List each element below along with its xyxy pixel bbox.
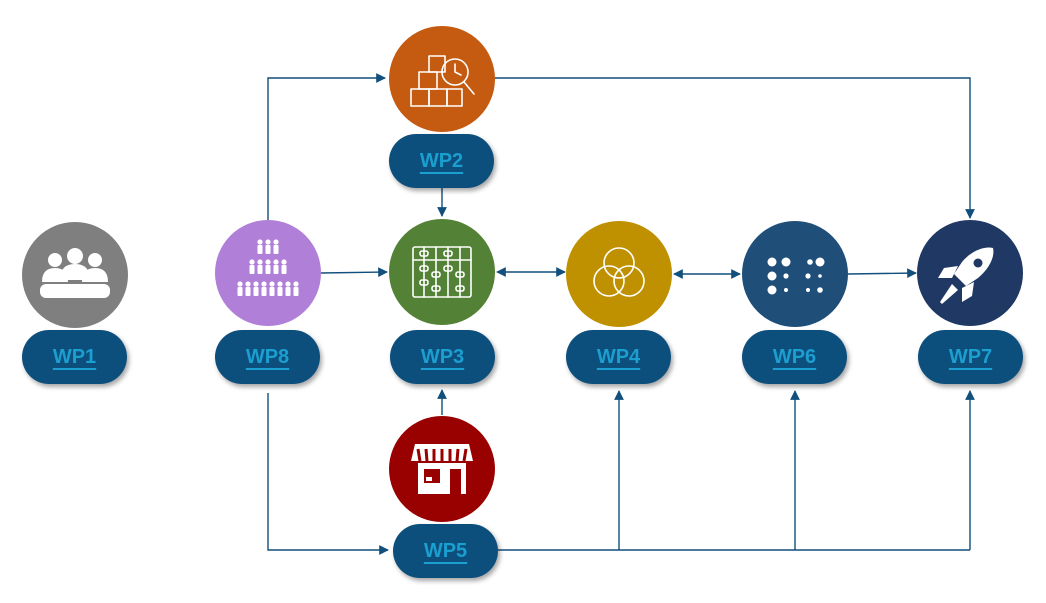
connector-wp8-to-wp5 bbox=[267, 393, 389, 555]
wp4-label[interactable]: WP4 bbox=[597, 346, 641, 368]
wp2-label-pill[interactable]: WP2 bbox=[389, 134, 494, 188]
wp7-label-pill[interactable]: WP7 bbox=[918, 330, 1023, 384]
people-pyramid-icon bbox=[237, 239, 299, 296]
abacus-icon bbox=[412, 246, 472, 298]
wp4-label-pill[interactable]: WP4 bbox=[566, 330, 671, 384]
wp3-pill-bg bbox=[390, 330, 495, 384]
wp1-node bbox=[22, 222, 128, 328]
wp6-label[interactable]: WP6 bbox=[773, 346, 816, 368]
wp8-node bbox=[215, 220, 321, 326]
wp7-label[interactable]: WP7 bbox=[949, 346, 992, 368]
storefront-icon bbox=[411, 444, 473, 494]
wp1-label[interactable]: WP1 bbox=[53, 346, 96, 368]
wp3-node bbox=[389, 219, 495, 325]
wp5-pill-bg bbox=[393, 524, 498, 578]
connector-wp2-to-wp7 bbox=[492, 77, 975, 219]
wp5-node bbox=[389, 416, 495, 522]
dot-grid-icon bbox=[767, 257, 825, 295]
wp6-label-pill[interactable]: WP6 bbox=[742, 330, 847, 384]
venn-circles-icon bbox=[593, 247, 645, 297]
wp5-label-pill[interactable]: WP5 bbox=[393, 524, 498, 578]
wp1-label-pill[interactable]: WP1 bbox=[22, 330, 127, 384]
wp2-label[interactable]: WP2 bbox=[420, 150, 463, 172]
connector-wp8-to-wp2 bbox=[267, 73, 386, 222]
rocket-icon bbox=[938, 247, 994, 304]
wp2-circle bbox=[389, 26, 495, 132]
connector-wp8-to-wp3 bbox=[320, 267, 388, 278]
wp8-label[interactable]: WP8 bbox=[246, 346, 289, 368]
wp2-pill-bg bbox=[389, 134, 494, 188]
boxes-clock-search-icon bbox=[410, 55, 475, 107]
wp4-pill-bg bbox=[566, 330, 671, 384]
wp3-circle bbox=[389, 219, 495, 325]
group-meeting-icon bbox=[40, 248, 110, 298]
wp6-circle bbox=[742, 221, 848, 327]
connectors bbox=[267, 73, 975, 555]
wp3-label-pill[interactable]: WP3 bbox=[390, 330, 495, 384]
wp4-node bbox=[566, 221, 672, 327]
wp7-pill-bg bbox=[918, 330, 1023, 384]
wp3-label[interactable]: WP3 bbox=[421, 346, 464, 368]
wp8-pill-bg bbox=[215, 330, 320, 384]
connector-wp6-to-wp7 bbox=[847, 268, 917, 279]
wp6-pill-bg bbox=[742, 330, 847, 384]
wp8-label-pill[interactable]: WP8 bbox=[215, 330, 320, 384]
wp5-label[interactable]: WP5 bbox=[424, 540, 467, 562]
wp6-node bbox=[742, 221, 848, 327]
wp2-node bbox=[389, 26, 495, 132]
wp1-pill-bg bbox=[22, 330, 127, 384]
wp7-node bbox=[917, 220, 1023, 326]
wp4-circle bbox=[566, 221, 672, 327]
